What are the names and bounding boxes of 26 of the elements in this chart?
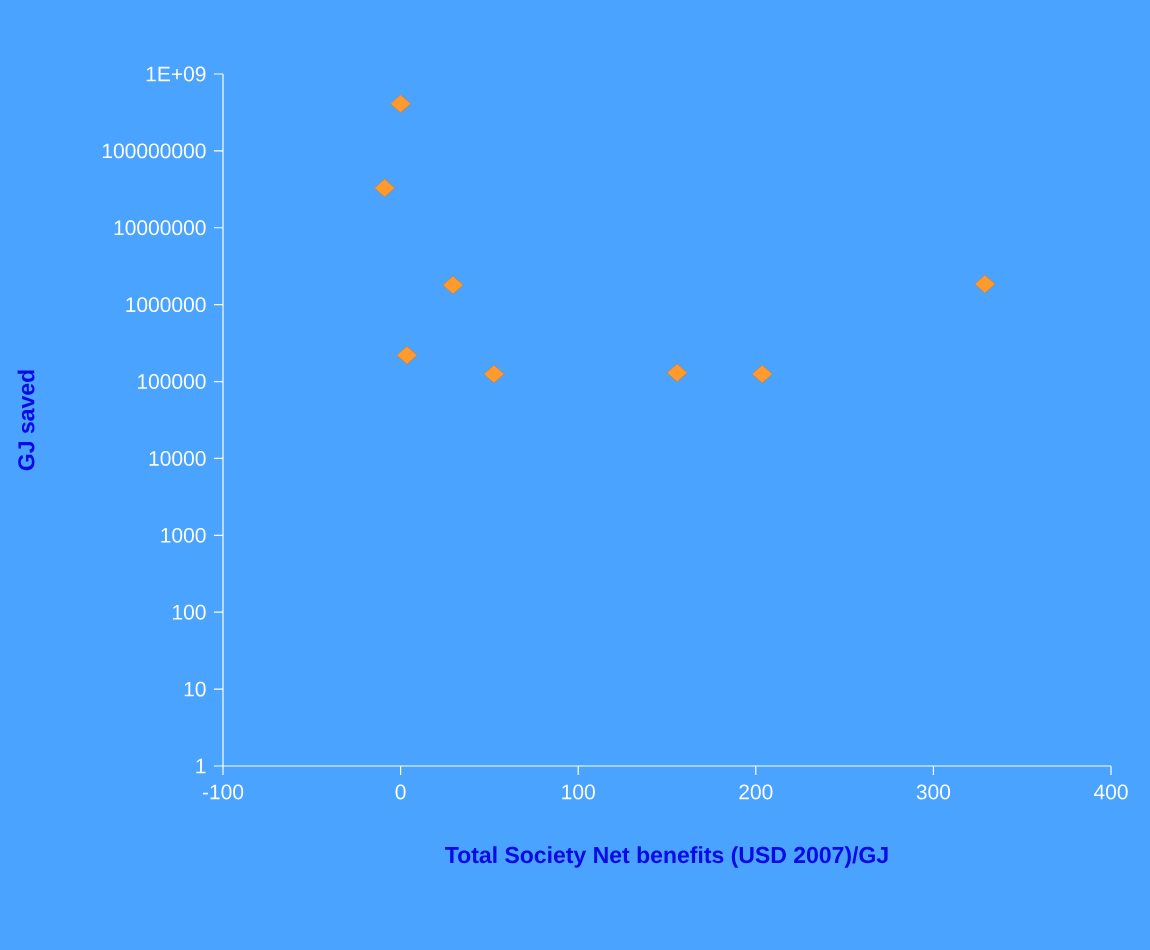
y-tick-label: 10 xyxy=(184,681,206,697)
point xyxy=(751,364,773,384)
x-tick-label: 200 xyxy=(739,784,773,800)
point xyxy=(374,178,396,198)
point xyxy=(396,345,418,365)
y-tick-label: 10000 xyxy=(149,451,206,466)
y-tick-label: 1E+09 xyxy=(146,66,206,82)
x-tick-label: 300 xyxy=(916,784,951,800)
y-tick-label: 1000000 xyxy=(126,297,206,313)
y-tick-label: 100000 xyxy=(137,374,206,389)
point xyxy=(974,274,996,294)
y-tick-label: 1000 xyxy=(161,527,206,543)
x-tick-label: 100 xyxy=(562,784,595,800)
point xyxy=(483,364,505,384)
point xyxy=(442,275,464,295)
x-tick-label: 400 xyxy=(1093,784,1128,800)
y-tick-label: 100000000 xyxy=(102,143,206,159)
y-tick-label: 100 xyxy=(173,604,206,620)
y-tick-label: 1 xyxy=(196,758,206,774)
point xyxy=(390,94,412,114)
point xyxy=(666,363,688,383)
y-axis-title: GJ saved xyxy=(17,370,35,471)
y-tick-label: 10000000 xyxy=(114,220,206,236)
x-tick-label: 0 xyxy=(395,784,406,800)
x-axis-title: Total Society Net benefits (USD 2007)/GJ xyxy=(445,846,888,868)
x-tick-label: -100 xyxy=(202,784,244,800)
